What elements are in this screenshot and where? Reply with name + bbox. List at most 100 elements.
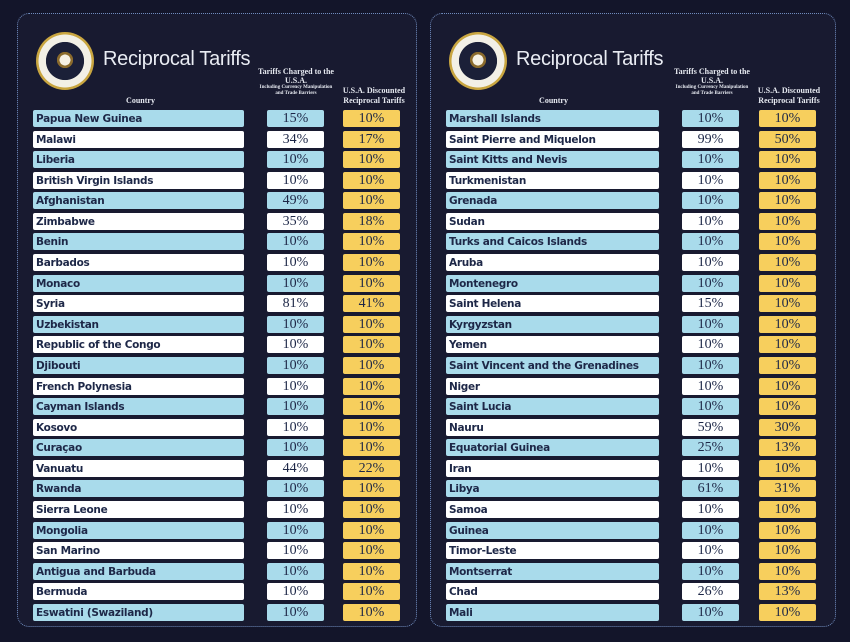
tariff-charged-cell: 44% bbox=[267, 459, 324, 477]
reciprocal-tariff-cell: 10% bbox=[343, 233, 400, 251]
tariff-charged-cell: 15% bbox=[267, 110, 324, 127]
reciprocal-tariff-cell: 10% bbox=[759, 315, 816, 333]
reciprocal-tariff-cell: 10% bbox=[343, 583, 400, 601]
country-cell: Montserrat bbox=[446, 562, 659, 580]
country-cell: Monaco bbox=[33, 274, 244, 292]
tariff-charged-cell: 10% bbox=[267, 439, 324, 457]
table-row: Antigua and Barbuda 10% 10% bbox=[18, 562, 416, 580]
country-cell: Saint Vincent and the Grenadines bbox=[446, 356, 659, 374]
country-cell: Mali bbox=[446, 603, 659, 621]
reciprocal-tariff-cell: 10% bbox=[343, 603, 400, 621]
reciprocal-tariff-cell: 10% bbox=[759, 254, 816, 272]
reciprocal-tariff-cell: 10% bbox=[343, 192, 400, 210]
reciprocal-tariff-cell: 50% bbox=[759, 130, 816, 148]
country-cell: Grenada bbox=[446, 192, 659, 210]
table-row: Saint Lucia 10% 10% bbox=[431, 398, 835, 416]
table-row: Kosovo 10% 10% bbox=[18, 418, 416, 436]
country-cell: Antigua and Barbuda bbox=[33, 562, 244, 580]
reciprocal-tariff-cell: 10% bbox=[343, 542, 400, 560]
country-cell: Malawi bbox=[33, 130, 244, 148]
table-row: Iran 10% 10% bbox=[431, 459, 835, 477]
tariff-charged-cell: 34% bbox=[267, 130, 324, 148]
country-cell: Djibouti bbox=[33, 356, 244, 374]
tariff-charged-cell: 10% bbox=[682, 254, 739, 272]
reciprocal-tariff-cell: 10% bbox=[343, 562, 400, 580]
table-row: Afghanistan 49% 10% bbox=[18, 192, 416, 210]
reciprocal-tariff-cell: 10% bbox=[759, 398, 816, 416]
country-cell: Republic of the Congo bbox=[33, 336, 244, 354]
table-row: Cayman Islands 10% 10% bbox=[18, 398, 416, 416]
header-charged-sub: Including Currency Manipulation and Trad… bbox=[675, 85, 749, 96]
table-row: Mali 10% 10% bbox=[431, 603, 835, 621]
table-row: Barbados 10% 10% bbox=[18, 254, 416, 272]
tariff-charged-cell: 10% bbox=[682, 110, 739, 127]
reciprocal-tariff-cell: 10% bbox=[343, 501, 400, 519]
table-row: Mongolia 10% 10% bbox=[18, 521, 416, 539]
reciprocal-tariff-cell: 10% bbox=[343, 336, 400, 354]
table-row: Timor-Leste 10% 10% bbox=[431, 542, 835, 560]
reciprocal-tariff-cell: 10% bbox=[759, 542, 816, 560]
country-cell: Liberia bbox=[33, 151, 244, 169]
table-row: Aruba 10% 10% bbox=[431, 254, 835, 272]
reciprocal-tariff-cell: 10% bbox=[343, 274, 400, 292]
tariff-charged-cell: 10% bbox=[267, 398, 324, 416]
tariff-charged-cell: 99% bbox=[682, 130, 739, 148]
tariff-charged-cell: 25% bbox=[682, 439, 739, 457]
tariff-charged-cell: 10% bbox=[682, 501, 739, 519]
tariff-charged-cell: 10% bbox=[682, 459, 739, 477]
country-cell: Uzbekistan bbox=[33, 315, 244, 333]
tariff-charged-cell: 10% bbox=[682, 151, 739, 169]
reciprocal-tariff-cell: 41% bbox=[343, 295, 400, 313]
table-row: Saint Helena 15% 10% bbox=[431, 295, 835, 313]
table-row: Republic of the Congo 10% 10% bbox=[18, 336, 416, 354]
reciprocal-tariff-cell: 22% bbox=[343, 459, 400, 477]
tariff-charged-cell: 10% bbox=[267, 151, 324, 169]
tariff-charged-cell: 10% bbox=[267, 583, 324, 601]
table-row: Chad 26% 13% bbox=[431, 583, 835, 601]
country-cell: Samoa bbox=[446, 501, 659, 519]
table-row: Yemen 10% 10% bbox=[431, 336, 835, 354]
table-row: Syria 81% 41% bbox=[18, 295, 416, 313]
country-cell: Kosovo bbox=[33, 418, 244, 436]
country-cell: Aruba bbox=[446, 254, 659, 272]
country-cell: Rwanda bbox=[33, 480, 244, 498]
table-row: Zimbabwe 35% 18% bbox=[18, 212, 416, 230]
country-cell: Vanuatu bbox=[33, 459, 244, 477]
tariff-charged-cell: 35% bbox=[267, 212, 324, 230]
reciprocal-tariff-cell: 10% bbox=[343, 439, 400, 457]
table-row: Bermuda 10% 10% bbox=[18, 583, 416, 601]
country-cell: Equatorial Guinea bbox=[446, 439, 659, 457]
reciprocal-tariff-cell: 10% bbox=[343, 377, 400, 395]
tariff-charged-cell: 10% bbox=[682, 521, 739, 539]
table-row: Saint Pierre and Miquelon 99% 50% bbox=[431, 130, 835, 148]
tariff-charged-cell: 10% bbox=[682, 171, 739, 189]
table-row: Montserrat 10% 10% bbox=[431, 562, 835, 580]
country-cell: Eswatini (Swaziland) bbox=[33, 603, 244, 621]
table-row: Niger 10% 10% bbox=[431, 377, 835, 395]
tariff-charged-cell: 10% bbox=[682, 398, 739, 416]
reciprocal-tariff-cell: 10% bbox=[343, 110, 400, 127]
tariff-charged-cell: 81% bbox=[267, 295, 324, 313]
reciprocal-tariff-cell: 10% bbox=[343, 356, 400, 374]
reciprocal-tariff-cell: 10% bbox=[759, 336, 816, 354]
reciprocal-tariff-cell: 10% bbox=[759, 459, 816, 477]
header-country: Country bbox=[539, 96, 568, 105]
reciprocal-tariff-cell: 10% bbox=[759, 521, 816, 539]
country-cell: Timor-Leste bbox=[446, 542, 659, 560]
tariff-charged-cell: 10% bbox=[682, 212, 739, 230]
tariff-charged-cell: 10% bbox=[267, 480, 324, 498]
country-cell: Barbados bbox=[33, 254, 244, 272]
reciprocal-tariff-cell: 10% bbox=[759, 151, 816, 169]
tariff-charged-cell: 10% bbox=[682, 356, 739, 374]
tariff-charged-cell: 61% bbox=[682, 480, 739, 498]
reciprocal-tariff-cell: 10% bbox=[343, 418, 400, 436]
reciprocal-tariff-cell: 10% bbox=[759, 171, 816, 189]
tariff-charged-cell: 10% bbox=[267, 336, 324, 354]
country-cell: Benin bbox=[33, 233, 244, 251]
header-discounted: U.S.A. Discounted Reciprocal Tariffs bbox=[342, 86, 406, 105]
table-row: San Marino 10% 10% bbox=[18, 542, 416, 560]
country-cell: Libya bbox=[446, 480, 659, 498]
header-discounted: U.S.A. Discounted Reciprocal Tariffs bbox=[757, 86, 821, 105]
tariff-charged-cell: 10% bbox=[682, 603, 739, 621]
reciprocal-tariff-cell: 10% bbox=[759, 233, 816, 251]
